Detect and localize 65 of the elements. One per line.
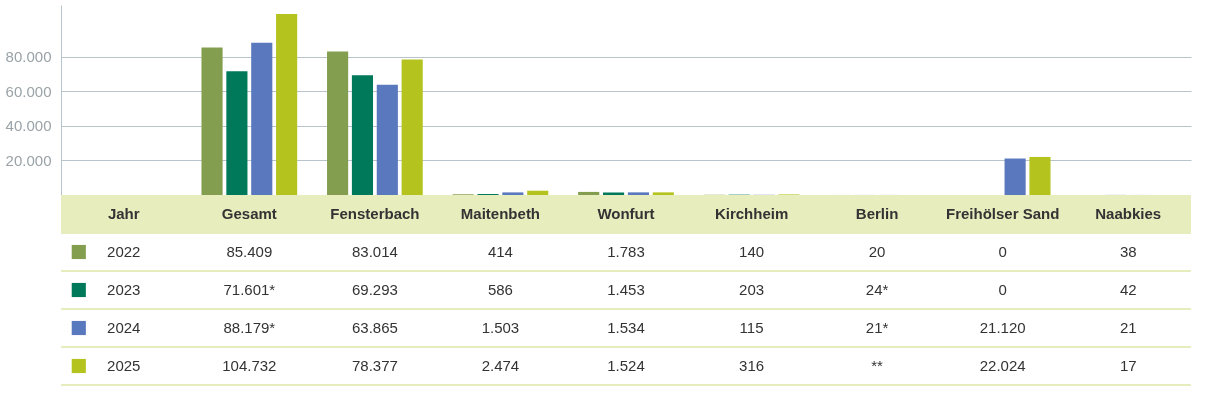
data-label: 21 — [1119, 319, 1137, 336]
y-tick-label: 40.000 — [5, 117, 52, 135]
bar — [578, 191, 600, 195]
text: ** — [871, 357, 883, 374]
data-label: 22.024 — [979, 357, 1026, 374]
bar — [527, 190, 549, 195]
data-label: 1.783 — [607, 243, 645, 260]
data-label: 71.601* — [223, 281, 276, 298]
bar — [1029, 156, 1051, 195]
data-label: 1.453 — [607, 281, 645, 298]
data-label: 42 — [1119, 281, 1137, 298]
data-label: 586 — [487, 281, 513, 298]
bar — [351, 75, 374, 195]
data-label: 21* — [865, 319, 889, 336]
x-tick-label: Kirchheim — [714, 205, 789, 222]
data-label: 0 — [998, 243, 1007, 260]
data-label: 0 — [998, 281, 1007, 298]
y-tick-label: 60.000 — [5, 82, 52, 100]
data-label: 24* — [865, 281, 889, 298]
data-label: 414 — [487, 243, 513, 260]
bar — [603, 192, 625, 195]
data-label: 115 — [739, 319, 764, 336]
data-label: 78.377 — [351, 357, 398, 374]
bar — [376, 84, 398, 195]
x-tick-label: Freihölser Sand — [945, 205, 1060, 222]
data-label: 2.474 — [481, 357, 520, 374]
legend-label: 2024 — [107, 319, 141, 336]
bar — [502, 192, 524, 195]
x-tick-label: Berlin — [855, 205, 899, 222]
data-label: 21.120 — [979, 319, 1026, 336]
bar — [627, 192, 649, 195]
bar — [401, 59, 423, 195]
legend-label: 2022 — [107, 243, 141, 260]
data-label: 104.732 — [222, 357, 277, 374]
data-label: 38 — [1119, 243, 1137, 260]
legend-label: 2023 — [107, 281, 141, 298]
data-label: 85.409 — [226, 243, 273, 260]
x-tick-label: Fensterbach — [330, 205, 420, 222]
bar — [226, 71, 248, 195]
bar — [201, 47, 223, 195]
y-tick-label: 80.000 — [5, 48, 52, 66]
data-label: 63.865 — [351, 319, 398, 336]
data-label: 1.524 — [607, 357, 645, 374]
bar — [1004, 158, 1026, 195]
x-tick-label: Gesamt — [221, 205, 277, 222]
x-tick-label: Naabkies — [1095, 205, 1162, 222]
data-label: 140 — [739, 243, 765, 260]
y-tick-label: 20.000 — [5, 151, 52, 169]
bar — [251, 42, 273, 195]
data-label: 83.014 — [351, 243, 398, 260]
legend-title: Jahr — [107, 205, 140, 222]
data-label: 69.293 — [351, 281, 398, 298]
data-label: 316 — [739, 357, 765, 374]
data-label: 88.179* — [223, 319, 276, 336]
data-label: 17 — [1119, 357, 1137, 374]
x-tick-label: Wonfurt — [597, 205, 655, 222]
bar — [327, 51, 349, 195]
data-label: 20 — [868, 243, 886, 260]
bar — [652, 192, 674, 195]
data-label: 1.503 — [481, 319, 520, 336]
data-label: 203 — [739, 281, 765, 298]
bar — [276, 14, 298, 195]
data-label: 1.534 — [607, 319, 645, 336]
x-tick-label: Maitenbeth — [460, 205, 541, 222]
legend-label: 2025 — [107, 357, 141, 374]
